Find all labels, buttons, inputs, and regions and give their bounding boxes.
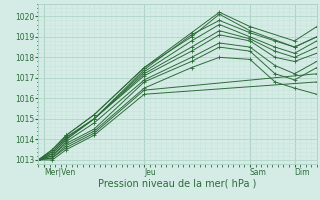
X-axis label: Pression niveau de la mer( hPa ): Pression niveau de la mer( hPa ) xyxy=(99,179,257,189)
